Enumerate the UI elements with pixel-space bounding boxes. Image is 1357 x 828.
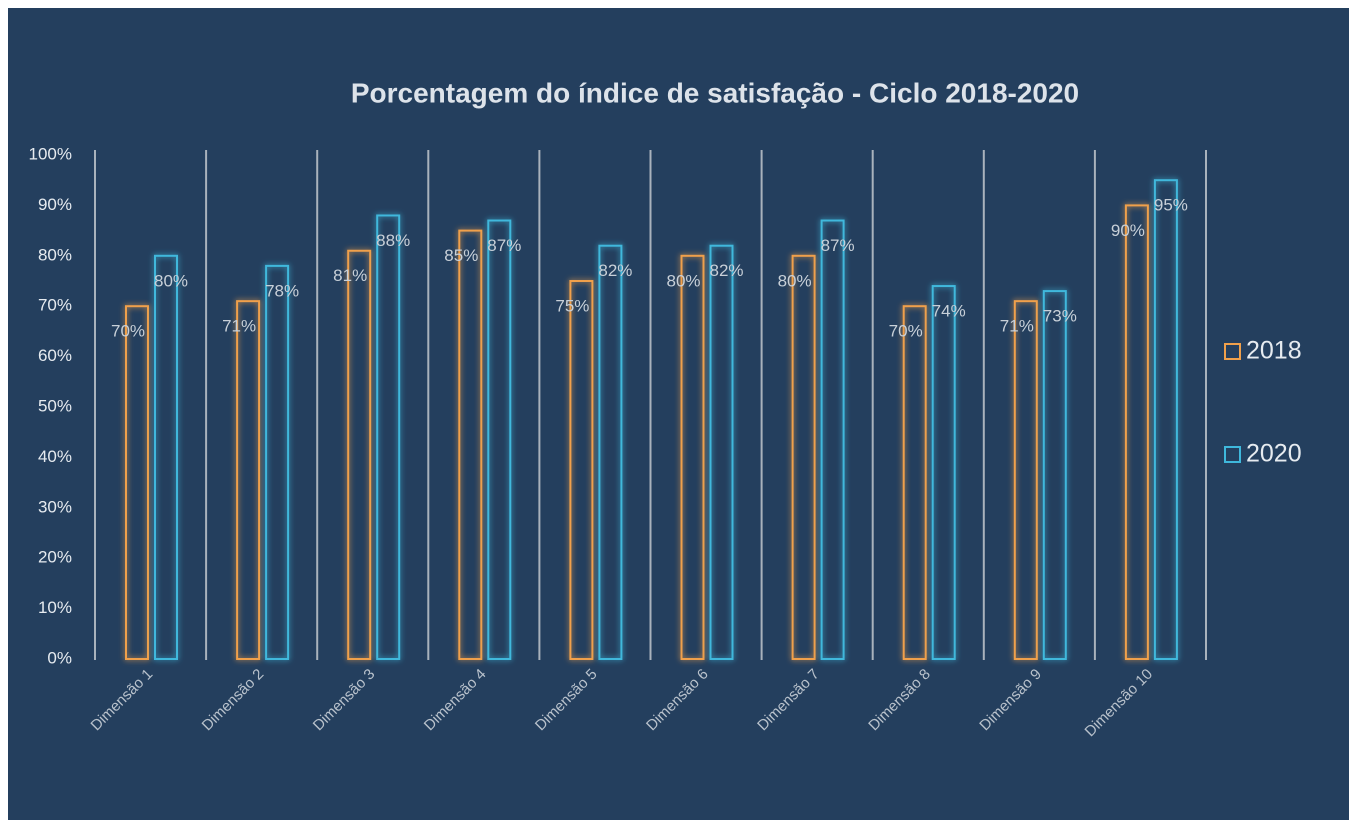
data-label: 73% [1043, 307, 1077, 326]
legend-swatch [1224, 446, 1241, 463]
bar [902, 305, 927, 660]
bar [125, 305, 149, 660]
y-tick-label: 40% [38, 447, 72, 466]
y-tick-label: 90% [38, 195, 72, 214]
bar [1153, 179, 1178, 660]
legend-label: 2018 [1246, 337, 1302, 365]
y-tick-label: 30% [38, 497, 72, 516]
y-tick-label: 100% [29, 144, 72, 163]
data-label: 88% [376, 231, 410, 250]
data-label: 70% [889, 322, 923, 341]
y-tick-label: 0% [47, 648, 72, 667]
bar [569, 280, 594, 660]
data-label: 82% [709, 261, 743, 280]
bar [487, 219, 512, 661]
y-tick-label: 50% [38, 396, 72, 415]
data-label: 74% [932, 302, 966, 321]
bar [458, 229, 483, 660]
y-tick-label: 60% [38, 346, 72, 365]
data-label: 71% [1000, 317, 1034, 336]
data-label: 71% [222, 317, 256, 336]
bar [598, 244, 623, 660]
legend-swatch [1224, 343, 1241, 360]
bar [347, 249, 372, 660]
data-label: 78% [265, 281, 299, 300]
bar [376, 214, 401, 660]
data-label: 80% [666, 271, 700, 290]
data-label: 90% [1111, 221, 1145, 240]
data-label: 85% [444, 246, 478, 265]
bar [820, 219, 845, 661]
y-tick-label: 10% [38, 598, 72, 617]
bar [236, 300, 261, 660]
data-label: 87% [487, 236, 521, 255]
data-label: 80% [778, 271, 812, 290]
data-label: 70% [111, 322, 145, 341]
data-label: 95% [1154, 196, 1188, 215]
data-label: 82% [598, 261, 632, 280]
data-label: 80% [154, 271, 188, 290]
bar [1124, 204, 1149, 660]
bar [931, 285, 956, 660]
data-label: 87% [821, 236, 855, 255]
data-label: 75% [555, 296, 589, 315]
bar [1042, 290, 1067, 660]
y-tick-label: 70% [38, 296, 72, 315]
bar [265, 264, 290, 660]
bar [154, 254, 178, 661]
y-tick-label: 80% [38, 245, 72, 264]
bar [680, 254, 705, 661]
data-label: 81% [333, 266, 367, 285]
bar [709, 244, 734, 660]
chart-title: Porcentagem do índice de satisfação - Ci… [351, 77, 1079, 108]
y-tick-label: 20% [38, 548, 72, 567]
legend-label: 2020 [1246, 440, 1302, 468]
bar [1013, 300, 1038, 660]
bar [791, 254, 816, 661]
